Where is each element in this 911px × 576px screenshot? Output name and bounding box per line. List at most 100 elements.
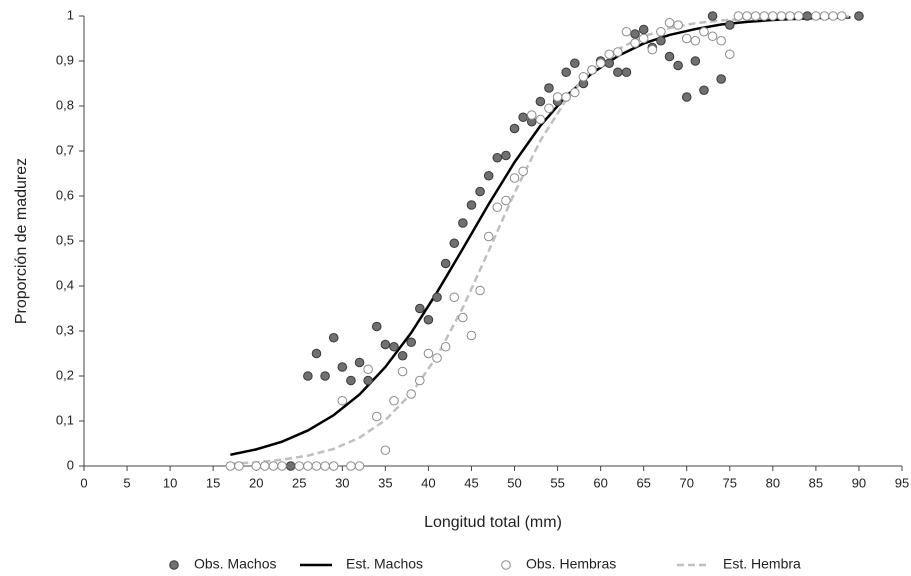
y-tick-label: 0,6: [56, 187, 74, 202]
point: [673, 60, 683, 71]
point: [440, 258, 451, 269]
point: [630, 29, 640, 39]
point: [397, 366, 408, 377]
legend-label: Est. Machos: [346, 556, 423, 572]
point: [466, 200, 477, 210]
point: [656, 35, 666, 46]
point: [776, 11, 787, 21]
point: [518, 112, 528, 123]
point: [406, 389, 417, 399]
point: [440, 341, 451, 352]
point: [483, 170, 494, 181]
point: [656, 26, 666, 37]
point: [277, 461, 287, 471]
point: [802, 11, 813, 21]
x-tick-label: 30: [335, 475, 349, 490]
point: [613, 67, 623, 78]
point: [518, 166, 528, 177]
point: [397, 350, 408, 361]
point: [328, 461, 339, 471]
point: [673, 20, 683, 30]
point: [337, 362, 348, 372]
point: [492, 202, 503, 213]
point: [621, 26, 632, 37]
x-tick-label: 0: [80, 475, 87, 490]
x-tick-label: 15: [206, 475, 220, 490]
point: [638, 33, 649, 44]
point: [587, 65, 597, 75]
point: [707, 11, 718, 21]
point: [303, 461, 313, 471]
point: [501, 195, 511, 206]
legend-label: Obs. Hembras: [526, 556, 616, 572]
point: [415, 303, 425, 314]
point: [389, 341, 399, 352]
y-tick-label: 0,8: [56, 97, 74, 112]
point: [613, 47, 623, 57]
point: [354, 461, 365, 471]
point: [552, 92, 563, 102]
point: [716, 35, 726, 46]
point: [699, 26, 709, 37]
point: [380, 445, 391, 456]
legend-label: Est. Hembra: [723, 556, 801, 572]
point: [544, 83, 554, 93]
x-tick-label: 50: [507, 475, 521, 490]
point: [268, 461, 279, 471]
point: [320, 371, 330, 381]
point: [311, 461, 322, 471]
point: [458, 312, 468, 323]
fit-line: [230, 15, 851, 465]
y-tick-label: 0: [67, 457, 74, 472]
x-tick-label: 75: [723, 475, 737, 490]
legend-marker: [501, 560, 511, 570]
point: [432, 353, 442, 363]
point: [449, 238, 460, 249]
x-tick-label: 10: [163, 475, 177, 490]
point: [328, 332, 339, 343]
y-tick-label: 0,2: [56, 367, 74, 382]
point: [501, 150, 511, 161]
point: [724, 49, 735, 60]
point: [621, 67, 632, 78]
point: [793, 11, 804, 21]
point: [449, 292, 460, 303]
point: [234, 461, 244, 471]
point: [346, 461, 356, 471]
point: [432, 292, 442, 303]
point: [828, 11, 838, 21]
point: [380, 339, 391, 350]
x-axis-title: Longitud total (mm): [424, 514, 562, 531]
x-tick-label: 5: [123, 475, 130, 490]
point: [294, 461, 305, 471]
point: [320, 461, 330, 471]
point: [561, 92, 571, 102]
y-tick-label: 0,7: [56, 142, 74, 157]
point: [578, 71, 589, 82]
x-tick-label: 70: [680, 475, 694, 490]
point: [371, 321, 382, 332]
x-tick-label: 35: [378, 475, 392, 490]
point: [260, 461, 270, 471]
point: [415, 375, 425, 386]
point: [681, 92, 692, 102]
point: [750, 11, 761, 21]
x-tick-label: 25: [292, 475, 306, 490]
x-tick-label: 20: [249, 475, 263, 490]
point: [759, 11, 770, 21]
x-tick-label: 80: [766, 475, 780, 490]
point: [535, 96, 546, 107]
point: [466, 330, 477, 341]
point: [819, 11, 830, 21]
point: [630, 38, 640, 48]
point: [371, 411, 382, 422]
point: [492, 152, 503, 163]
point: [604, 58, 615, 69]
point: [785, 11, 795, 21]
point: [363, 364, 373, 375]
point: [733, 11, 744, 21]
y-tick-label: 0,5: [56, 232, 74, 247]
point: [699, 85, 709, 96]
x-tick-label: 55: [550, 475, 564, 490]
point: [681, 33, 692, 44]
